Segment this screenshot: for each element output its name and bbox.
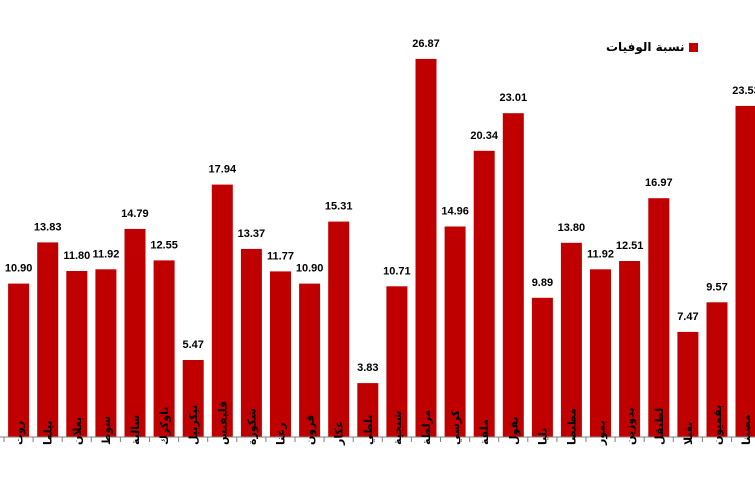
category-label: مطبصا: [565, 408, 578, 445]
category-label: شنجية: [391, 411, 404, 445]
bar: [153, 260, 175, 437]
bar-value-label: 9.89: [532, 277, 553, 289]
bar-value-label: 16.97: [645, 177, 673, 189]
bar-value-label: 13.37: [238, 228, 266, 240]
category-label: بمور: [595, 420, 608, 446]
category-label: بقول: [507, 417, 520, 446]
category-label: بيلما: [42, 420, 55, 445]
category-label: قرون: [304, 415, 317, 445]
bar-value-label: 14.96: [441, 206, 469, 218]
category-label: بلطي: [362, 415, 375, 445]
bar: [66, 271, 88, 437]
category-label: بغلان: [71, 417, 84, 445]
category-label: بدوزين: [624, 407, 637, 445]
category-label: عكار: [333, 421, 346, 446]
category-label: بقميون: [711, 405, 724, 445]
category-label: سالبة: [129, 415, 142, 445]
category-label: نيكربيل: [187, 405, 200, 445]
category-label: كرسي: [449, 409, 462, 445]
bar: [415, 58, 437, 438]
bar: [677, 331, 699, 437]
bar: [619, 261, 641, 437]
bar: [648, 198, 670, 437]
bar-value-label: 20.34: [470, 130, 498, 142]
bar: [328, 221, 350, 437]
category-label: زوت: [13, 421, 26, 445]
bar: [735, 105, 755, 438]
legend-label: نسبة الوفيات: [606, 40, 685, 54]
category-label: لطنقل: [653, 408, 666, 445]
bar: [386, 286, 408, 437]
bar: [473, 150, 495, 438]
bar: [357, 383, 379, 437]
bar: [240, 248, 262, 437]
bar: [211, 184, 233, 437]
bar-value-label: 14.79: [121, 208, 149, 220]
bar: [299, 283, 321, 437]
bar: [590, 269, 611, 437]
bar: [37, 242, 59, 437]
category-label: قليفنس: [216, 401, 229, 445]
bar: [560, 242, 582, 437]
category-label: مزلطة: [420, 410, 433, 445]
bar: [531, 297, 553, 437]
bar: [95, 269, 117, 437]
bar-value-label: 10.90: [5, 263, 33, 275]
category-label: رغنا: [275, 423, 288, 445]
bar: [502, 113, 524, 437]
bar-value-label: 10.90: [296, 263, 324, 275]
category-label: ملقة: [478, 419, 491, 445]
bar-value-label: 3.83: [357, 362, 378, 374]
bar: [706, 302, 728, 437]
category-label: سوط: [100, 416, 113, 445]
category-label: تليا: [536, 428, 549, 445]
category-label: شكوزة: [245, 408, 258, 445]
category-label: ناوكرك: [158, 407, 171, 445]
category-label: بغيلا: [682, 422, 695, 445]
bar: [444, 226, 466, 437]
bar-value-label: 12.51: [616, 240, 644, 252]
category-label: مضينا: [740, 414, 753, 445]
legend: نسبة الوفيات: [606, 40, 698, 54]
bar-value-label: 12.55: [150, 239, 178, 251]
legend-swatch: [688, 42, 698, 52]
bar-value-label: 13.83: [34, 221, 62, 233]
bar-value-label: 11.77: [267, 250, 294, 262]
bar: [124, 228, 146, 437]
bar: [8, 283, 30, 437]
bar-value-label: 26.87: [412, 38, 440, 50]
bar-value-label: 11.92: [587, 248, 614, 260]
bar-value-label: 23.53: [732, 85, 755, 97]
bar-value-label: 5.47: [182, 339, 203, 351]
bar: [270, 271, 291, 437]
bar-value-label: 11.92: [92, 248, 119, 260]
bar-value-label: 11.80: [63, 250, 90, 262]
bar-value-label: 15.31: [325, 201, 353, 213]
bar-value-label: 7.47: [677, 311, 698, 323]
bar-value-label: 9.57: [706, 281, 727, 293]
bar: [182, 360, 204, 437]
bar-value-label: 10.71: [383, 265, 411, 277]
bar-value-label: 23.01: [500, 92, 528, 104]
bar-value-label: 17.94: [209, 164, 237, 176]
bar-value-label: 13.80: [558, 222, 586, 234]
